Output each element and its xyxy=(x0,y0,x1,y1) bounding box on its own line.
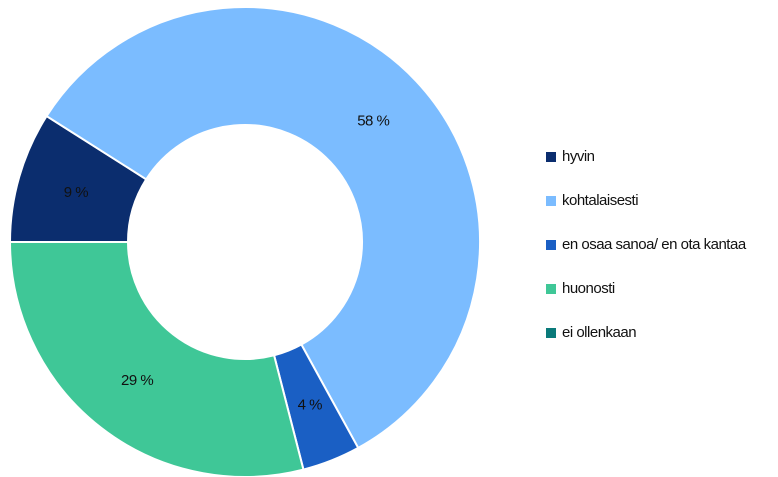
legend-label: en osaa sanoa/ en ota kantaa xyxy=(562,236,747,253)
donut-slice xyxy=(8,241,305,477)
legend-label: ei ollenkaan xyxy=(562,324,636,341)
legend-swatch xyxy=(546,152,556,162)
slice-label: 29 % xyxy=(121,372,153,389)
legend-label: huonosti xyxy=(562,280,615,297)
slice-label: 9 % xyxy=(64,184,89,201)
legend-swatch xyxy=(546,328,556,338)
legend-swatch xyxy=(546,284,556,294)
legend-label: hyvin xyxy=(562,148,595,165)
legend-swatch xyxy=(546,240,556,250)
slice-label: 58 % xyxy=(357,112,389,129)
slice-label: 4 % xyxy=(298,397,323,414)
legend-swatch xyxy=(546,196,556,206)
legend-label: kohtalaisesti xyxy=(562,192,638,209)
donut-slice xyxy=(45,6,481,450)
